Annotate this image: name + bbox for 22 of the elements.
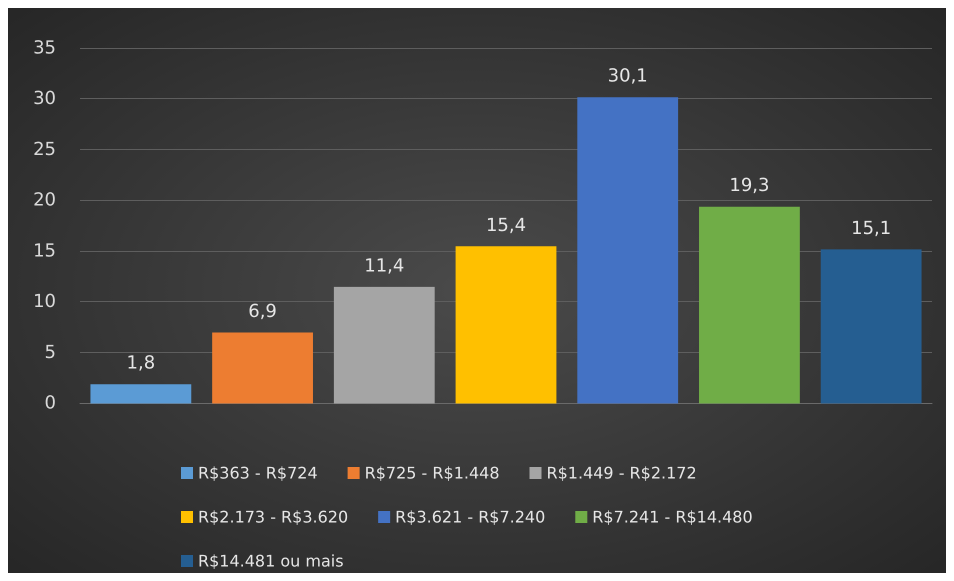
legend-label: R$2.173 - R$3.620 xyxy=(198,508,348,526)
data-label: 30,1 xyxy=(608,66,648,87)
y-tick-label: 15 xyxy=(33,240,56,262)
y-tick-label: 30 xyxy=(33,88,56,110)
data-label: 11,4 xyxy=(364,255,404,276)
legend-label: R$1.449 - R$2.172 xyxy=(546,464,697,482)
y-tick-label: 25 xyxy=(33,138,56,160)
data-label: 1,8 xyxy=(126,352,156,374)
legend-label: R$725 - R$1.448 xyxy=(364,464,500,482)
data-label: 15,1 xyxy=(851,218,892,239)
y-tick-label: 10 xyxy=(33,291,56,312)
y-tick-label: 20 xyxy=(33,190,56,211)
legend-label: R$3.621 - R$7.240 xyxy=(395,508,546,526)
y-tick-label: 0 xyxy=(44,392,56,414)
legend-label: R$14.481 ou mais xyxy=(198,552,344,570)
y-tick-label: 5 xyxy=(44,342,56,363)
data-label: 15,4 xyxy=(486,214,526,236)
data-label: 6,9 xyxy=(248,301,277,322)
y-tick-label: 35 xyxy=(33,38,56,58)
legend-label: R$363 - R$724 xyxy=(198,464,318,482)
data-label: 19,3 xyxy=(729,175,770,196)
legend-label: R$7.241 - R$14.480 xyxy=(592,508,753,526)
